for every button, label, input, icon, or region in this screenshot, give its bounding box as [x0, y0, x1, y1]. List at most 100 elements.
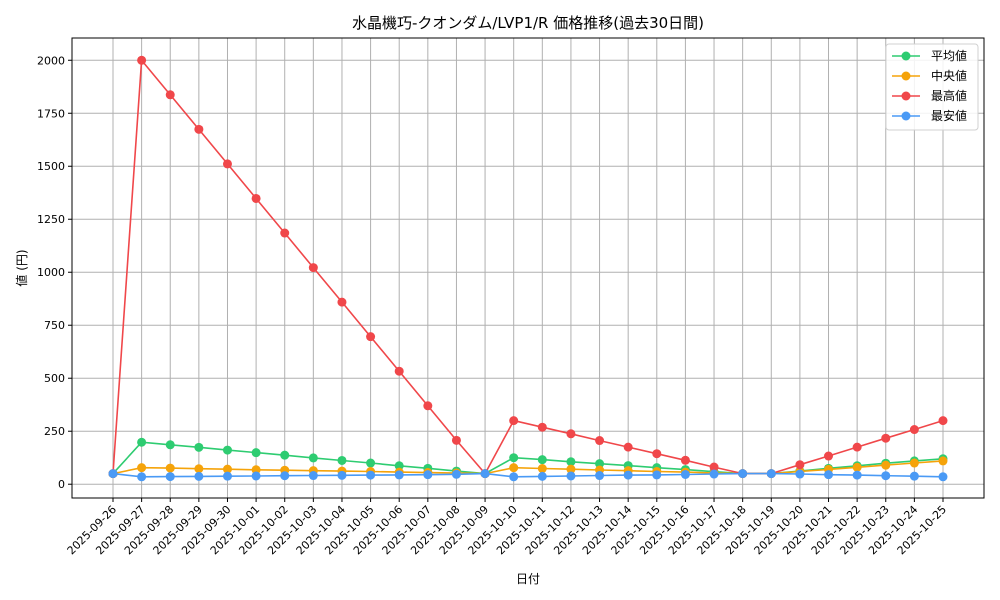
data-point	[251, 193, 261, 203]
data-point	[795, 460, 805, 470]
data-point	[566, 471, 576, 481]
data-point	[194, 471, 204, 481]
y-axis-label: 値 (円)	[14, 249, 29, 286]
legend-label: 最安値	[931, 108, 967, 123]
data-point	[881, 471, 891, 481]
data-point	[137, 437, 147, 447]
data-point	[595, 471, 605, 481]
data-point	[137, 472, 147, 482]
data-point	[680, 469, 690, 479]
legend-label: 平均値	[931, 48, 967, 63]
data-point	[451, 435, 461, 445]
data-point	[137, 463, 147, 473]
data-point	[709, 462, 719, 472]
data-point	[595, 459, 605, 469]
data-point	[566, 457, 576, 467]
data-point	[280, 471, 290, 481]
data-point	[394, 470, 404, 480]
series-line	[112, 460, 944, 475]
data-point	[222, 471, 232, 481]
data-point	[509, 472, 519, 482]
data-point	[222, 464, 232, 474]
data-point	[251, 448, 261, 458]
y-tick-label: 1500	[37, 160, 65, 173]
legend-item: 中央値	[892, 68, 967, 83]
data-point	[909, 425, 919, 435]
data-point	[108, 469, 118, 479]
data-point	[824, 470, 834, 480]
data-point	[509, 463, 519, 473]
data-point	[137, 55, 147, 65]
data-point	[280, 450, 290, 460]
series-lines	[108, 55, 948, 482]
data-point	[881, 433, 891, 443]
data-point	[938, 416, 948, 426]
data-point	[165, 472, 175, 482]
data-point	[652, 449, 662, 459]
y-tick-label: 250	[44, 425, 65, 438]
data-point	[909, 458, 919, 468]
y-tick-label: 1250	[37, 213, 65, 226]
data-point	[366, 458, 376, 468]
data-point	[852, 462, 862, 472]
legend-swatch-marker	[901, 91, 911, 101]
plot-frame	[71, 37, 985, 499]
data-point	[222, 159, 232, 169]
data-point	[509, 453, 519, 463]
series-中央値	[108, 456, 948, 479]
data-point	[537, 455, 547, 465]
data-point	[423, 470, 433, 480]
data-point	[623, 470, 633, 480]
data-point	[623, 442, 633, 452]
data-point	[566, 429, 576, 439]
legend-swatch-marker	[901, 71, 911, 81]
data-point	[337, 297, 347, 307]
legend-item: 平均値	[892, 48, 967, 63]
y-tick-label: 0	[58, 478, 65, 491]
data-point	[509, 416, 519, 426]
data-point	[852, 442, 862, 452]
data-point	[194, 464, 204, 474]
data-point	[566, 464, 576, 474]
y-tick-label: 2000	[37, 54, 65, 67]
data-point	[366, 332, 376, 342]
x-axis-label: 日付	[516, 572, 540, 586]
data-point	[595, 436, 605, 446]
data-point	[795, 469, 805, 479]
legend-item: 最高値	[892, 88, 967, 103]
data-point	[337, 470, 347, 480]
data-point	[938, 472, 948, 482]
data-point	[537, 471, 547, 481]
data-point	[480, 469, 490, 479]
data-point	[709, 469, 719, 479]
legend-swatch-marker	[901, 111, 911, 121]
legend-swatch-marker	[901, 51, 911, 61]
data-point	[680, 455, 690, 465]
data-point	[766, 469, 776, 479]
data-point	[194, 124, 204, 134]
data-point	[308, 471, 318, 481]
data-point	[337, 455, 347, 465]
series-line	[112, 472, 944, 478]
data-point	[394, 366, 404, 376]
series-line	[112, 58, 944, 476]
data-point	[222, 445, 232, 455]
data-point	[251, 465, 261, 475]
data-point	[165, 90, 175, 100]
y-tick-label: 1750	[37, 107, 65, 120]
data-point	[366, 470, 376, 480]
y-tick-label: 500	[44, 372, 65, 385]
legend-item: 最安値	[892, 108, 967, 123]
data-point	[165, 440, 175, 450]
series-最高値	[108, 55, 948, 479]
series-最安値	[108, 469, 948, 482]
data-point	[824, 451, 834, 461]
data-point	[537, 464, 547, 474]
data-point	[251, 471, 261, 481]
data-point	[165, 463, 175, 473]
chart-title: 水晶機巧-クオンダム/LVP1/R 価格推移(過去30日間)	[352, 14, 704, 32]
data-point	[909, 471, 919, 481]
